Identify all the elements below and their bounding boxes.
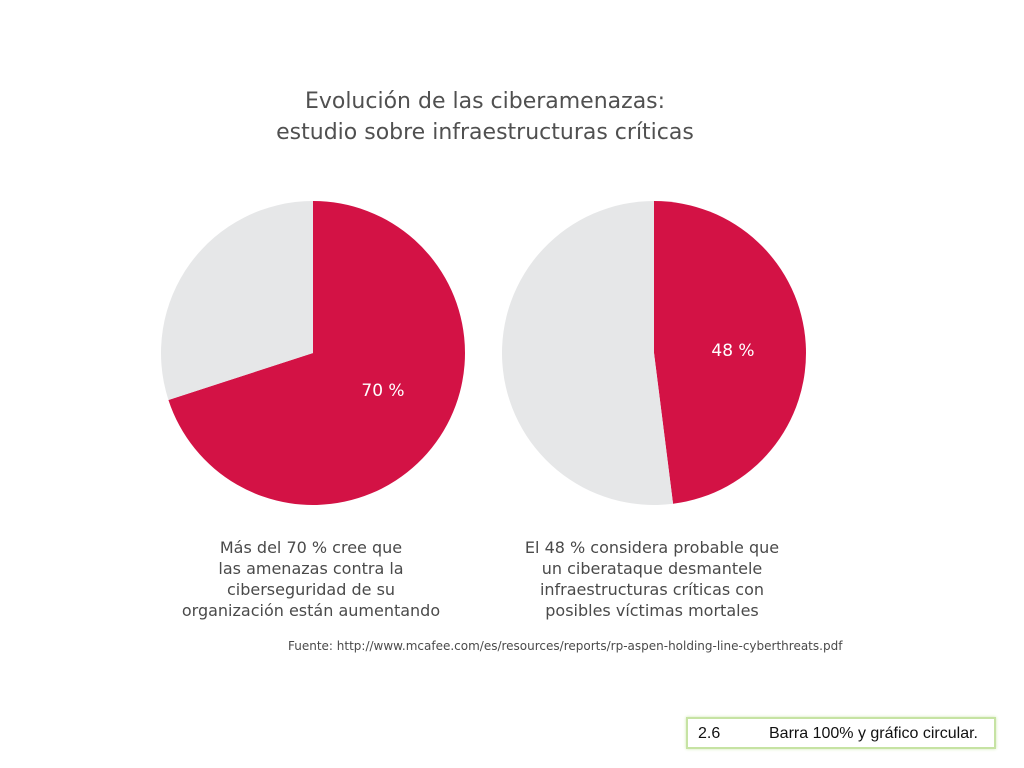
pie-slice <box>160 201 313 400</box>
figure-number: 2.6 <box>698 725 721 742</box>
caption-line: un ciberataque desmantele <box>541 559 763 578</box>
pie-slice-label: 48 % <box>711 341 754 361</box>
pie-chart-2: 48 % <box>502 201 807 505</box>
figure-caption: Barra 100% y gráfico circular. <box>769 725 978 742</box>
caption-line: Más del 70 % cree que <box>219 538 403 557</box>
pie-slice <box>502 201 674 505</box>
pie-slice <box>168 201 466 505</box>
pie-slice <box>654 201 807 504</box>
caption-line: infraestructuras críticas con <box>539 580 765 599</box>
chart-title: Evolución de las ciberamenazas: estudio … <box>0 86 970 148</box>
caption-line: organización están aumentando <box>181 601 441 620</box>
chart-title-line-1: Evolución de las ciberamenazas: <box>304 89 666 114</box>
pie-2-caption: El 48 % considera probable que un cibera… <box>502 537 802 621</box>
pie-chart-1: 70 % <box>160 201 466 505</box>
caption-line: ciberseguridad de su <box>226 580 396 599</box>
source-note: Fuente: http://www.mcafee.com/es/resourc… <box>288 639 843 653</box>
chart-title-line-2: estudio sobre infraestructuras críticas <box>276 120 694 145</box>
caption-line: las amenazas contra la <box>218 559 404 578</box>
pie-slice-label: 70 % <box>361 381 404 401</box>
figure-label-box: 2.6 Barra 100% y gráfico circular. <box>686 717 996 749</box>
caption-line: posibles víctimas mortales <box>545 601 759 620</box>
caption-line: El 48 % considera probable que <box>524 538 780 557</box>
pie-1-caption: Más del 70 % cree que las amenazas contr… <box>161 537 461 621</box>
